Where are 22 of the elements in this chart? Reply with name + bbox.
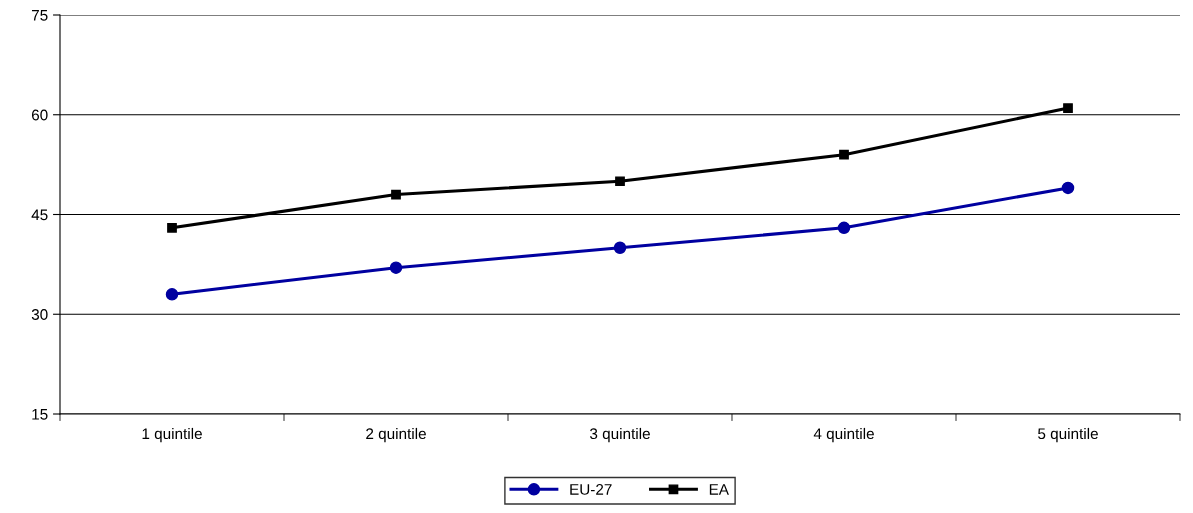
x-tick-label: 2 quintile [366,427,426,443]
x-tick-label: 3 quintile [590,427,650,443]
point [167,222,177,233]
point [391,189,401,200]
y-tick-label: 60 [31,109,48,121]
x-tick-label: 1 quintile [142,427,202,443]
point [839,149,849,160]
legend-label: EU-27 [570,484,612,495]
point [1063,103,1073,113]
point [837,221,851,235]
y-tick-label: 30 [31,309,48,320]
point [165,288,179,301]
point [389,261,403,274]
x-tick-label: 4 quintile [813,427,874,443]
y-tick-label: 75 [31,10,48,21]
point [615,176,625,187]
x-tick-label: 5 quintile [1038,427,1098,443]
y-tick-label: 45 [31,209,48,221]
point [1061,181,1075,195]
point [613,241,627,255]
y-tick-label: 15 [32,409,48,420]
legend-label: EA [709,484,729,495]
